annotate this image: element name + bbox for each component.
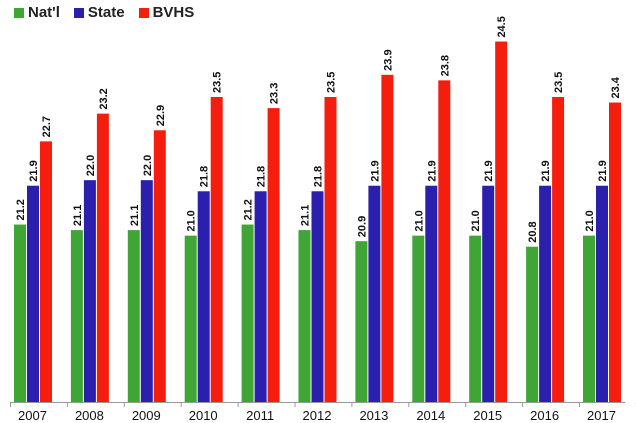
data-label-state-2017: 21.9 bbox=[597, 160, 609, 181]
bar-state-2009 bbox=[140, 180, 153, 402]
legend-item-bvhs: BVHS bbox=[138, 4, 195, 21]
bar-state-2012 bbox=[311, 191, 324, 402]
data-label-bvhs-2013: 23.9 bbox=[382, 49, 394, 70]
bar-bvhs-2015 bbox=[495, 41, 508, 402]
bar-bvhs-2010 bbox=[210, 97, 223, 402]
bar-natl-2015 bbox=[469, 235, 482, 402]
bar-state-2011 bbox=[254, 191, 267, 402]
data-label-bvhs-2011: 23.3 bbox=[269, 83, 281, 104]
data-label-state-2011: 21.8 bbox=[256, 166, 268, 187]
data-label-state-2008: 22.0 bbox=[85, 155, 97, 176]
x-tick-label-2015: 2015 bbox=[473, 408, 502, 423]
legend-item-state: State bbox=[73, 4, 125, 21]
bar-bvhs-2017 bbox=[609, 102, 621, 402]
bar-natl-2008 bbox=[70, 230, 83, 402]
data-label-bvhs-2007: 22.7 bbox=[41, 116, 53, 137]
bar-state-2016 bbox=[539, 185, 552, 402]
data-label-natl-2013: 20.9 bbox=[356, 216, 368, 237]
data-label-natl-2011: 21.2 bbox=[243, 199, 255, 220]
bar-bvhs-2016 bbox=[552, 97, 565, 402]
data-label-natl-2010: 21.0 bbox=[186, 210, 198, 231]
x-tick-label-2016: 2016 bbox=[530, 408, 559, 423]
bar-bvhs-2011 bbox=[267, 108, 280, 402]
legend-swatch-natl bbox=[14, 7, 24, 18]
x-tick-label-2012: 2012 bbox=[303, 408, 332, 423]
bar-natl-2010 bbox=[184, 235, 197, 402]
bar-bvhs-2007 bbox=[40, 141, 52, 402]
bar-state-2010 bbox=[197, 191, 210, 402]
bar-state-2007 bbox=[27, 185, 39, 402]
bar-bvhs-2009 bbox=[153, 130, 166, 403]
x-tick-label-2013: 2013 bbox=[359, 408, 388, 423]
data-label-state-2009: 22.0 bbox=[142, 155, 154, 176]
data-label-state-2016: 21.9 bbox=[540, 160, 552, 181]
bar-bvhs-2014 bbox=[438, 80, 451, 402]
data-label-bvhs-2014: 23.8 bbox=[439, 55, 451, 76]
data-label-state-2014: 21.9 bbox=[426, 160, 438, 181]
data-label-state-2012: 21.8 bbox=[313, 166, 325, 187]
bar-natl-2017 bbox=[583, 235, 595, 402]
data-label-natl-2008: 21.1 bbox=[72, 205, 84, 226]
x-tick-label-2014: 2014 bbox=[416, 408, 445, 423]
x-tick-label-2011: 2011 bbox=[246, 408, 274, 423]
bar-natl-2009 bbox=[127, 230, 140, 402]
legend-item-natl: Nat'l bbox=[14, 4, 60, 21]
legend: Nat'l State BVHS bbox=[14, 4, 194, 21]
bar-state-2014 bbox=[425, 185, 438, 402]
legend-label-bvhs: BVHS bbox=[152, 4, 195, 21]
bar-natl-2011 bbox=[241, 224, 254, 402]
data-label-bvhs-2009: 22.9 bbox=[155, 105, 167, 126]
data-label-bvhs-2015: 24.5 bbox=[496, 16, 508, 37]
data-label-natl-2015: 21.0 bbox=[470, 210, 482, 231]
legend-swatch-state bbox=[73, 7, 84, 18]
bar-bvhs-2013 bbox=[381, 74, 394, 403]
x-tick-label-2009: 2009 bbox=[132, 408, 161, 423]
data-label-natl-2009: 21.1 bbox=[129, 205, 141, 226]
data-label-natl-2014: 21.0 bbox=[413, 210, 425, 231]
bar-natl-2014 bbox=[412, 235, 425, 402]
bar-natl-2016 bbox=[526, 246, 539, 402]
data-label-natl-2007: 21.2 bbox=[15, 199, 27, 220]
bar-natl-2013 bbox=[355, 241, 368, 402]
bar-natl-2012 bbox=[298, 230, 311, 402]
x-tick-label-2008: 2008 bbox=[75, 408, 104, 423]
data-label-bvhs-2016: 23.5 bbox=[553, 72, 565, 93]
data-label-natl-2017: 21.0 bbox=[584, 210, 596, 231]
data-label-state-2013: 21.9 bbox=[369, 160, 381, 181]
bar-bvhs-2012 bbox=[324, 97, 337, 402]
data-label-bvhs-2008: 23.2 bbox=[98, 88, 110, 109]
data-label-bvhs-2012: 23.5 bbox=[326, 72, 338, 93]
data-label-bvhs-2017: 23.4 bbox=[610, 76, 622, 98]
data-label-state-2007: 21.9 bbox=[28, 160, 40, 181]
bar-state-2013 bbox=[368, 185, 381, 402]
x-tick-label-2007: 2007 bbox=[18, 408, 47, 423]
legend-label-natl: Nat'l bbox=[28, 4, 60, 21]
data-label-natl-2016: 20.8 bbox=[527, 221, 539, 242]
bar-bvhs-2008 bbox=[96, 113, 109, 403]
bar-state-2015 bbox=[482, 185, 495, 402]
legend-swatch-bvhs bbox=[138, 7, 149, 18]
data-label-bvhs-2010: 23.5 bbox=[212, 72, 224, 93]
bar-state-2008 bbox=[83, 180, 96, 402]
data-label-state-2015: 21.9 bbox=[483, 160, 495, 181]
bar-natl-2007 bbox=[14, 224, 26, 402]
x-tick-label-2010: 2010 bbox=[189, 408, 218, 423]
x-tick-label-2017: 2017 bbox=[587, 408, 616, 423]
data-label-natl-2012: 21.1 bbox=[300, 205, 312, 226]
bar-state-2017 bbox=[596, 185, 608, 402]
legend-label-state: State bbox=[87, 4, 125, 21]
data-label-state-2010: 21.8 bbox=[199, 166, 211, 187]
